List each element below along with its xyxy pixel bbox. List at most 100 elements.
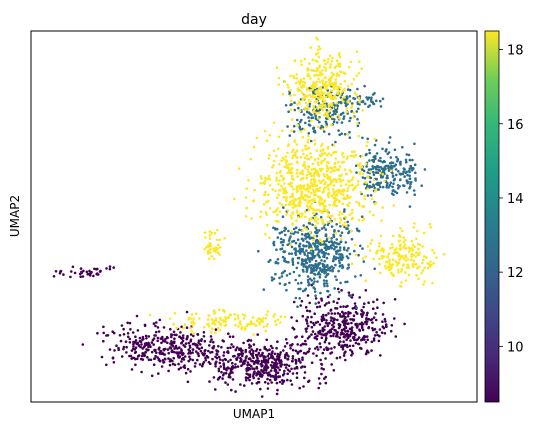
scatter-point <box>120 324 124 327</box>
scatter-point <box>295 156 299 159</box>
scatter-point <box>326 220 330 224</box>
scatter-point <box>350 102 354 105</box>
scatter-point <box>329 108 333 111</box>
scatter-point <box>340 90 344 94</box>
scatter-point <box>141 358 145 361</box>
scatter-point <box>346 196 350 199</box>
scatter-point <box>298 245 301 248</box>
scatter-point <box>307 233 311 237</box>
scatter-point <box>364 352 368 356</box>
scatter-point <box>325 273 329 277</box>
scatter-point <box>412 189 416 192</box>
scatter-point <box>300 299 304 303</box>
scatter-point <box>320 299 324 302</box>
scatter-point <box>336 104 340 108</box>
scatter-point <box>345 157 349 160</box>
scatter-point <box>336 287 340 291</box>
scatter-point <box>342 155 345 159</box>
scatter-point <box>410 240 414 243</box>
scatter-point <box>259 387 262 391</box>
scatter-point <box>210 255 213 258</box>
scatter-point <box>296 88 300 92</box>
scatter-point <box>341 348 345 351</box>
scatter-point <box>371 167 375 170</box>
scatter-point <box>311 58 315 61</box>
scatter-point <box>246 363 249 367</box>
scatter-point <box>346 315 350 318</box>
scatter-point <box>374 312 377 315</box>
scatter-point <box>347 263 350 267</box>
scatter-point <box>384 164 388 168</box>
scatter-point <box>363 84 366 88</box>
scatter-point <box>284 203 288 207</box>
scatter-point <box>237 167 241 170</box>
scatter-point <box>115 344 118 348</box>
scatter-point <box>387 164 390 168</box>
scatter-point <box>306 294 310 297</box>
scatter-point <box>316 125 320 129</box>
scatter-point <box>266 310 270 313</box>
scatter-point <box>350 329 354 332</box>
scatter-point <box>365 152 368 156</box>
scatter-point <box>126 335 130 339</box>
scatter-point <box>339 192 343 196</box>
scatter-point <box>265 213 269 216</box>
scatter-point <box>328 79 332 83</box>
scatter-point <box>302 184 306 187</box>
scatter-point <box>347 65 351 69</box>
scatter-point <box>338 117 341 120</box>
scatter-point <box>411 167 415 171</box>
scatter-point <box>288 281 291 285</box>
scatter-point <box>345 107 349 110</box>
scatter-point <box>162 361 165 364</box>
scatter-point <box>333 200 337 203</box>
scatter-point <box>172 356 175 360</box>
scatter-point <box>276 366 280 369</box>
scatter-point <box>299 344 303 347</box>
scatter-point <box>198 347 201 351</box>
scatter-point <box>178 356 181 359</box>
scatter-point <box>414 179 417 182</box>
scatter-point <box>316 93 319 96</box>
scatter-point <box>192 334 195 338</box>
scatter-point <box>297 203 301 206</box>
scatter-point <box>291 343 294 346</box>
scatter-point <box>383 317 387 321</box>
scatter-point <box>339 281 342 285</box>
scatter-point <box>112 361 116 364</box>
scatter-point <box>339 70 343 74</box>
scatter-point <box>260 177 263 180</box>
scatter-point <box>332 178 335 182</box>
scatter-point <box>348 252 352 256</box>
scatter-point <box>365 144 369 148</box>
scatter-point <box>342 321 346 325</box>
scatter-point <box>346 220 350 224</box>
scatter-point <box>325 282 329 285</box>
scatter-point <box>191 324 195 327</box>
scatter-point <box>334 106 338 109</box>
scatter-point <box>431 248 434 252</box>
scatter-point <box>278 179 281 182</box>
scatter-point <box>415 274 418 277</box>
scatter-point <box>293 203 296 207</box>
scatter-point <box>325 95 328 99</box>
scatter-point <box>304 339 307 343</box>
scatter-point <box>330 89 333 92</box>
scatter-point <box>307 380 310 384</box>
scatter-point <box>281 243 285 247</box>
scatter-point <box>262 325 265 329</box>
scatter-point <box>223 367 226 371</box>
scatter-point <box>340 253 344 256</box>
scatter-point <box>338 165 342 168</box>
scatter-point <box>366 137 370 141</box>
scatter-point <box>292 270 296 274</box>
scatter-point <box>295 77 298 80</box>
scatter-point <box>305 208 309 212</box>
scatter-point <box>216 326 220 330</box>
scatter-point <box>353 150 356 153</box>
scatter-point <box>357 96 361 100</box>
scatter-point <box>378 257 381 261</box>
scatter-point <box>222 340 225 343</box>
scatter-point <box>300 63 303 67</box>
scatter-point <box>332 144 336 147</box>
